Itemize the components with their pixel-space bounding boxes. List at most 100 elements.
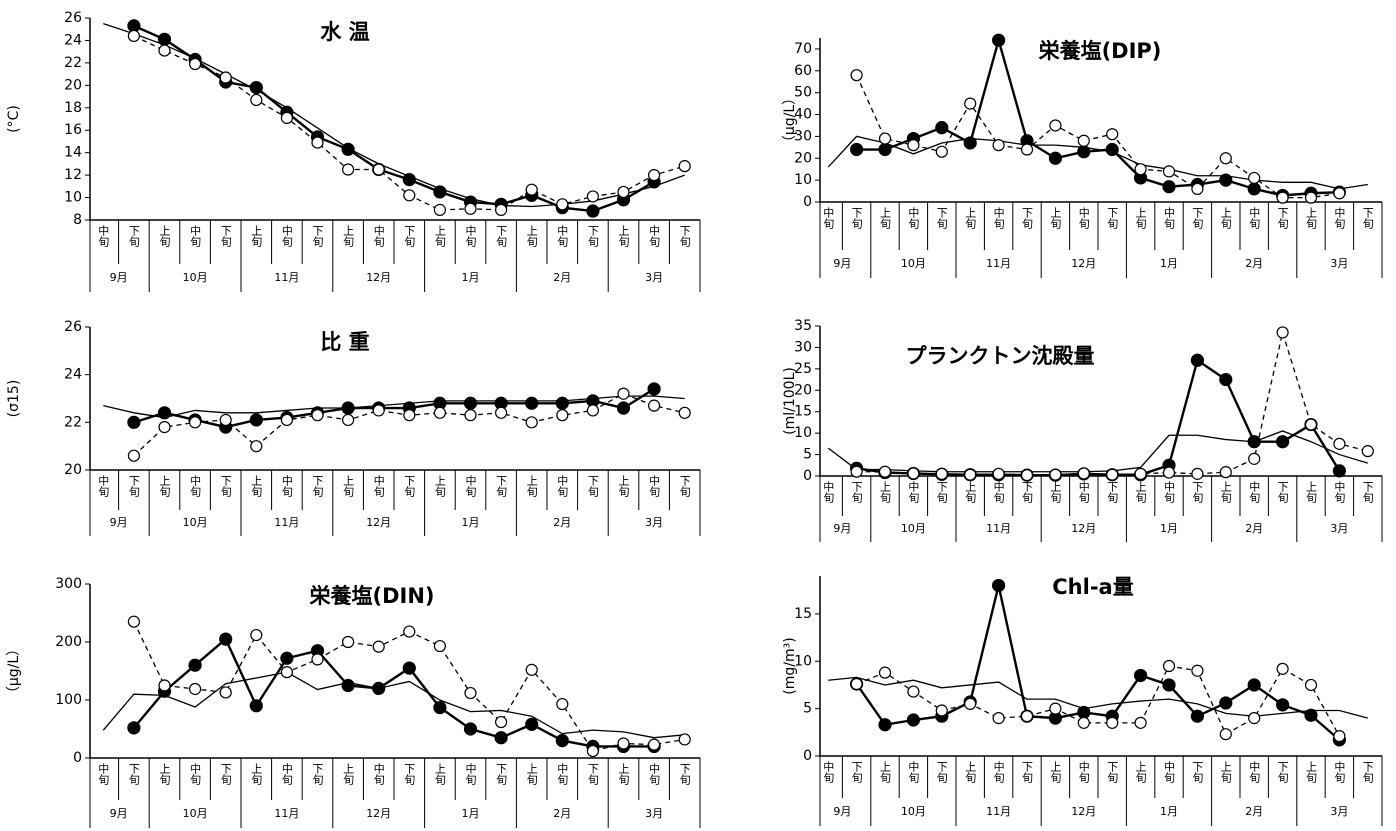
x-tick-label: 中旬: [97, 763, 110, 786]
data-point: [1247, 182, 1261, 196]
x-tick-label: 中旬: [907, 207, 920, 230]
month-label: 3月: [1330, 805, 1348, 818]
data-point: [127, 449, 140, 462]
y-tick-label: 22: [64, 414, 82, 430]
data-point: [464, 202, 477, 215]
y-tick-label: 70: [794, 41, 812, 57]
x-tick-label: 上旬: [525, 763, 538, 786]
x-tick-label: 上旬: [1049, 207, 1062, 230]
x-tick-label: 上旬: [1305, 761, 1318, 784]
data-point: [1162, 466, 1176, 479]
x-tick-label: 下旬: [219, 763, 232, 786]
data-point: [1105, 142, 1119, 157]
data-point: [342, 635, 355, 649]
data-point: [127, 415, 141, 429]
x-tick-label: 下旬: [935, 481, 948, 504]
y-tick-label: 10: [794, 172, 812, 188]
data-point: [158, 679, 171, 692]
x-tick-label: 中旬: [189, 475, 202, 498]
x-tick-label: 下旬: [935, 761, 948, 784]
series-line: [855, 585, 1341, 741]
x-tick-label: 下旬: [495, 225, 508, 248]
data-point: [1333, 187, 1346, 200]
data-point: [1191, 664, 1204, 677]
data-point: [849, 142, 864, 157]
x-tick-label: 中旬: [372, 763, 385, 786]
y-axis-label: （μg/L）: [782, 91, 798, 149]
x-tick-label: 上旬: [1219, 207, 1232, 230]
x-tick-label: 下旬: [1276, 207, 1289, 230]
month-label: 2月: [553, 516, 571, 529]
series-line: [828, 676, 1368, 719]
month-label: 10月: [183, 807, 208, 820]
x-tick-label: 上旬: [879, 481, 892, 504]
data-point: [311, 653, 324, 666]
x-tick-label: 下旬: [586, 763, 599, 786]
y-tick-label: 25: [794, 361, 812, 377]
month-label: 9月: [833, 522, 851, 535]
data-point: [1049, 468, 1062, 481]
month-label: 2月: [1245, 257, 1263, 270]
y-tick-label: 26: [64, 319, 82, 335]
data-point: [495, 715, 508, 729]
data-point: [1248, 452, 1261, 465]
chart-title: プランクトン沈殿量: [906, 344, 1095, 368]
x-tick-label: 上旬: [342, 763, 355, 786]
month-label: 1月: [462, 271, 480, 284]
series-line: [856, 665, 1340, 737]
month-label: 10月: [183, 271, 208, 284]
data-point: [964, 468, 977, 481]
chart-title: 水 温: [320, 20, 369, 44]
x-tick-label: 中旬: [97, 225, 110, 248]
month-label: 11月: [274, 271, 299, 284]
data-point: [249, 80, 263, 95]
month-label: 12月: [1071, 257, 1096, 270]
data-point: [963, 136, 977, 150]
month-label: 1月: [462, 516, 480, 529]
x-tick-label: 下旬: [1021, 761, 1034, 784]
y-tick-label: 20: [64, 462, 82, 478]
x-tick-label: 上旬: [964, 207, 977, 230]
y-tick-label: 40: [794, 107, 812, 123]
data-point: [556, 198, 569, 211]
data-point: [678, 406, 691, 419]
data-point: [935, 145, 948, 158]
x-tick-label: 中旬: [189, 763, 202, 786]
y-tick-label: 12: [64, 167, 82, 183]
data-point: [1304, 191, 1318, 204]
data-point: [617, 387, 630, 400]
x-tick-label: 上旬: [1219, 481, 1232, 504]
data-point: [402, 173, 416, 187]
data-point: [1190, 353, 1205, 367]
data-point: [1333, 437, 1346, 450]
x-tick-label: 中旬: [97, 475, 110, 498]
data-point: [250, 440, 263, 453]
data-point: [463, 396, 478, 410]
x-tick-label: 下旬: [850, 481, 863, 504]
month-label: 11月: [986, 522, 1011, 535]
y-tick-label: 10: [794, 425, 812, 441]
x-tick-label: 中旬: [556, 763, 569, 786]
data-point: [372, 404, 385, 417]
series-line: [856, 358, 1341, 477]
data-point: [525, 717, 539, 731]
x-tick-label: 上旬: [617, 763, 630, 786]
series-line: [856, 35, 1340, 197]
data-point: [1248, 712, 1261, 725]
x-tick-label: 下旬: [678, 763, 691, 786]
y-tick-label: 0: [803, 748, 812, 764]
data-point: [219, 686, 232, 699]
month-label: 3月: [1330, 257, 1348, 270]
month-label: 11月: [986, 257, 1011, 270]
x-tick-label: 中旬: [280, 475, 293, 498]
data-point: [991, 578, 1006, 593]
x-tick-label: 下旬: [495, 475, 508, 498]
data-point: [1134, 163, 1147, 176]
data-point: [1106, 468, 1119, 481]
data-point: [280, 111, 293, 124]
data-point: [433, 185, 447, 199]
x-tick-label: 下旬: [678, 475, 691, 498]
data-point: [878, 142, 892, 157]
x-tick-label: 下旬: [1361, 761, 1374, 784]
x-tick-label: 上旬: [342, 475, 355, 498]
